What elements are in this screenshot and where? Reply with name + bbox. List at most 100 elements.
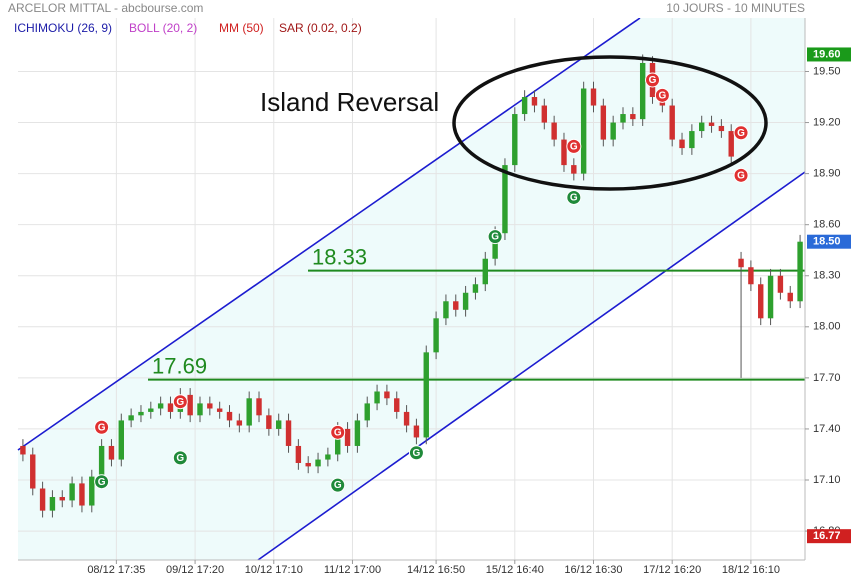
candle-body	[325, 454, 331, 460]
candle-body	[256, 398, 262, 416]
candle-body	[335, 428, 341, 455]
signal-label: G	[98, 422, 106, 433]
candle-body	[207, 403, 213, 409]
candle-body	[610, 122, 616, 140]
signal-label: G	[334, 480, 342, 491]
candle-body	[138, 411, 144, 416]
candle-body	[39, 488, 46, 511]
candle-body	[551, 122, 557, 140]
price-box	[807, 234, 851, 249]
y-tick-label: 17.10	[813, 474, 841, 486]
candle-body	[403, 411, 410, 426]
price-box	[807, 47, 851, 62]
signal-marker	[330, 424, 346, 440]
candle-body	[748, 267, 754, 285]
candle-body	[384, 391, 390, 399]
signal-marker	[408, 445, 424, 461]
channel-lower	[257, 171, 806, 561]
candle-body	[571, 165, 577, 174]
candle-body	[118, 420, 124, 460]
candle-body	[148, 408, 154, 412]
signal-label: G	[658, 90, 666, 101]
candle-body	[216, 408, 223, 412]
signal-marker	[487, 229, 503, 245]
level-label: 17.69	[152, 353, 207, 378]
candle-body	[49, 497, 56, 511]
candle-body	[679, 139, 685, 149]
candle-body	[423, 352, 429, 438]
island-ellipse	[452, 55, 768, 191]
candle-body	[482, 258, 488, 285]
signal-label: G	[649, 75, 657, 86]
signal-marker	[94, 419, 110, 435]
candle-body	[512, 114, 518, 166]
candle-body	[315, 459, 321, 467]
candle-body	[600, 105, 607, 140]
signal-marker	[566, 189, 582, 205]
candle-body	[669, 105, 675, 140]
level-label: 18.33	[312, 244, 367, 269]
candle-body	[443, 301, 449, 319]
price-label: 16.77	[813, 530, 841, 542]
candle-body	[197, 403, 203, 416]
candle-body	[580, 88, 587, 174]
candle-body	[590, 88, 597, 106]
candle-body	[246, 398, 252, 426]
candle-body	[502, 165, 508, 234]
signal-marker	[733, 167, 749, 183]
candle-body	[98, 445, 105, 477]
annotation: Island Reversal	[260, 87, 439, 117]
candle-body	[69, 483, 75, 501]
x-tick-label: 09/12 17:20	[166, 564, 224, 576]
signal-label: G	[176, 453, 184, 464]
candle-body	[639, 62, 646, 120]
candle-body	[285, 420, 292, 446]
candle-body	[453, 301, 459, 310]
signal-marker	[645, 72, 661, 88]
x-tick-label: 10/12 17:10	[245, 564, 303, 576]
signal-marker	[330, 477, 346, 493]
header-bg	[0, 0, 855, 18]
candle-body	[521, 97, 528, 115]
candle-body	[797, 241, 803, 302]
candle-body	[728, 131, 734, 157]
x-tick-label: 17/12 16:20	[643, 564, 701, 576]
candle-body	[413, 425, 420, 438]
signal-marker	[172, 450, 188, 466]
chart-subtitle: 10 JOURS - 10 MINUTES	[666, 1, 805, 15]
candle-body	[79, 483, 85, 506]
candle-body	[374, 391, 380, 404]
signal-label: G	[737, 170, 745, 181]
candle-body	[767, 275, 774, 319]
price-label: 18.50	[813, 236, 841, 248]
candle-body	[718, 125, 725, 132]
candle-body	[531, 97, 538, 106]
y-tick-label: 19.50	[813, 65, 841, 77]
candle-body	[354, 420, 361, 446]
signal-label: G	[98, 477, 106, 488]
signal-label: G	[570, 193, 578, 204]
y-tick-label: 18.90	[813, 168, 841, 180]
candle-body	[167, 403, 174, 412]
candle-body	[777, 275, 784, 293]
candle-body	[708, 122, 715, 126]
y-tick-label: 18.60	[813, 219, 841, 231]
x-tick-label: 18/12 16:10	[722, 564, 780, 576]
candle-body	[157, 403, 164, 409]
signal-marker	[654, 87, 670, 103]
indicator-label: MM (50)	[219, 21, 264, 35]
candle-body	[89, 476, 95, 506]
candle-body	[561, 139, 567, 166]
candle-body	[295, 445, 302, 463]
candle-body	[472, 284, 479, 293]
signal-label: G	[491, 232, 499, 243]
candle-body	[266, 415, 272, 429]
candle-body	[59, 497, 65, 501]
signal-marker	[566, 138, 582, 154]
x-tick-label: 11/12 17:00	[324, 564, 381, 576]
indicator-label: ICHIMOKU (26, 9)	[14, 21, 112, 35]
x-tick-label: 14/12 16:50	[407, 564, 465, 576]
y-tick-label: 17.70	[813, 372, 841, 384]
